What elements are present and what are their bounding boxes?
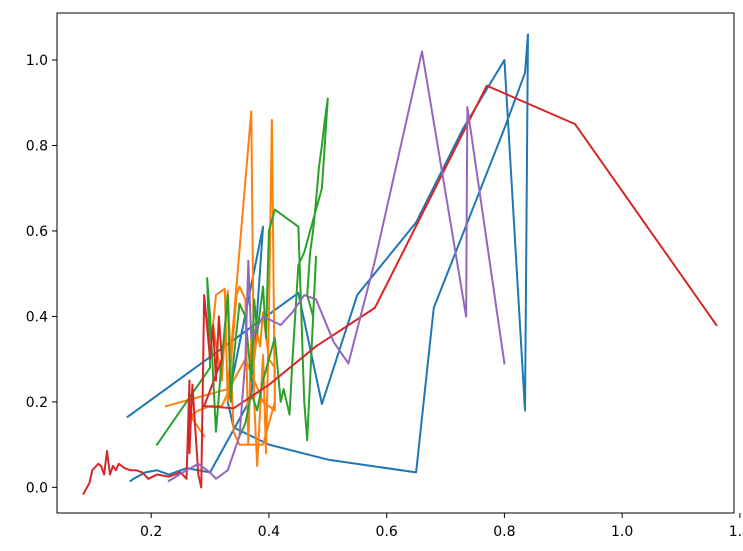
y-tick-label: 0.2 bbox=[26, 395, 48, 411]
series-line-3 bbox=[155, 97, 329, 447]
series-line-4 bbox=[82, 84, 718, 496]
x-tick-label: 0.4 bbox=[258, 524, 280, 540]
series-layer bbox=[82, 33, 718, 496]
y-tick-label: 1.0 bbox=[26, 53, 48, 69]
y-axis: 0.0 0.2 0.4 0.6 0.8 1.0 bbox=[26, 53, 57, 496]
series-line-1 bbox=[126, 33, 529, 483]
y-tick-label: 0.8 bbox=[26, 138, 48, 154]
y-tick-label: 0.6 bbox=[26, 224, 48, 240]
y-tick-label: 0.4 bbox=[26, 309, 48, 325]
x-tick-label: 0.8 bbox=[493, 524, 515, 540]
x-tick-label: 0.6 bbox=[376, 524, 398, 540]
x-axis: 0.2 0.4 0.6 0.8 1.0 1.2 bbox=[140, 513, 743, 540]
x-tick-label: 1.0 bbox=[611, 524, 633, 540]
x-tick-label: 1.2 bbox=[729, 524, 743, 540]
y-tick-label: 0.0 bbox=[26, 480, 48, 496]
series-line-5 bbox=[167, 50, 506, 483]
plot-frame bbox=[56, 12, 735, 514]
x-tick-label: 0.2 bbox=[140, 524, 162, 540]
